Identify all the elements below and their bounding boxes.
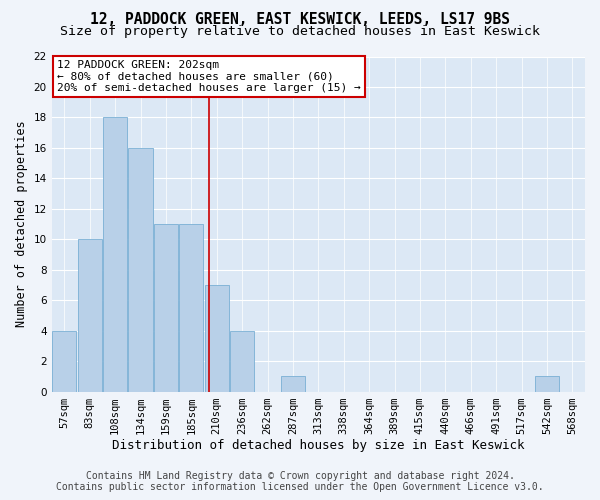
Bar — [535, 376, 559, 392]
Bar — [230, 330, 254, 392]
Bar — [281, 376, 305, 392]
Text: 12, PADDOCK GREEN, EAST KESWICK, LEEDS, LS17 9BS: 12, PADDOCK GREEN, EAST KESWICK, LEEDS, … — [90, 12, 510, 28]
Bar — [77, 240, 102, 392]
Bar — [103, 118, 127, 392]
Y-axis label: Number of detached properties: Number of detached properties — [15, 120, 28, 328]
Bar — [154, 224, 178, 392]
Bar — [128, 148, 152, 392]
Bar — [179, 224, 203, 392]
Text: Contains HM Land Registry data © Crown copyright and database right 2024.
Contai: Contains HM Land Registry data © Crown c… — [56, 471, 544, 492]
Bar — [52, 330, 76, 392]
Text: Size of property relative to detached houses in East Keswick: Size of property relative to detached ho… — [60, 25, 540, 38]
Bar — [205, 285, 229, 392]
Text: 12 PADDOCK GREEN: 202sqm
← 80% of detached houses are smaller (60)
20% of semi-d: 12 PADDOCK GREEN: 202sqm ← 80% of detach… — [57, 60, 361, 93]
X-axis label: Distribution of detached houses by size in East Keswick: Distribution of detached houses by size … — [112, 440, 524, 452]
